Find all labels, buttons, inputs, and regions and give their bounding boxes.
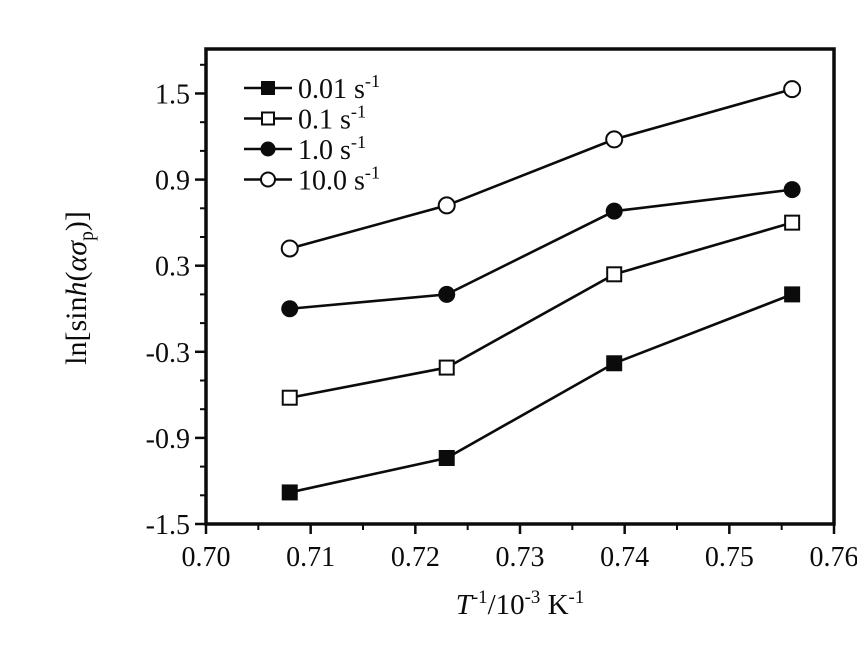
legend-label-1: 0.1 s-1 xyxy=(298,102,366,136)
data-point-marker xyxy=(606,131,622,147)
y-tick-label: -0.9 xyxy=(146,424,190,455)
y-tick-label: 1.5 xyxy=(155,79,190,110)
y-tick-label: -0.3 xyxy=(146,338,190,369)
data-point-marker xyxy=(261,81,275,95)
data-point-marker xyxy=(439,197,455,213)
x-tick-label: 0.73 xyxy=(496,542,545,573)
series-line-0 xyxy=(290,294,792,492)
x-tick-label: 0.75 xyxy=(705,542,754,573)
data-point-marker xyxy=(261,173,275,187)
x-tick-label: 0.72 xyxy=(391,542,440,573)
data-point-marker xyxy=(438,286,455,303)
data-point-marker xyxy=(282,484,298,500)
chart-canvas: 0.70 0.71 0.72 0.73 0.74 0.75 0.76 -1.5 -0.9 -0.3… xyxy=(40,16,857,659)
data-point-marker xyxy=(784,286,800,302)
data-point-marker xyxy=(262,113,274,125)
data-point-marker xyxy=(440,361,454,375)
data-point-marker xyxy=(606,355,622,371)
data-point-marker xyxy=(281,300,298,317)
legend-label-0: 0.01 s-1 xyxy=(298,71,380,105)
legend xyxy=(244,81,292,187)
legend-label-2: 1.0 s-1 xyxy=(298,132,366,166)
data-point-marker xyxy=(785,216,799,230)
data-point-marker xyxy=(439,450,455,466)
data-point-marker xyxy=(261,142,276,157)
x-tick-label: 0.76 xyxy=(810,542,857,573)
data-point-marker xyxy=(784,181,801,198)
data-point-marker xyxy=(283,391,297,405)
y-tick-label: 0.9 xyxy=(155,166,190,197)
legend-label-3: 10.0 s-1 xyxy=(298,163,380,197)
y-tick-label: 0.3 xyxy=(155,252,190,283)
x-tick-label: 0.70 xyxy=(182,542,231,573)
x-axis-label: T-1/10-3 K-1 xyxy=(456,587,585,621)
data-point-marker xyxy=(784,81,800,97)
y-axis-label: ln[sinh(ασp)] xyxy=(60,211,98,365)
data-point-marker xyxy=(282,240,298,256)
series-line-2 xyxy=(290,190,792,309)
data-point-marker xyxy=(607,267,621,281)
x-tick-label: 0.74 xyxy=(600,542,649,573)
flow-stress-arrhenius-chart: 0.70 0.71 0.72 0.73 0.74 0.75 0.76 -1.5 -0.9 -0.3… xyxy=(40,16,857,659)
y-tick-label: -1.5 xyxy=(146,510,190,541)
x-tick-label: 0.71 xyxy=(286,542,335,573)
data-point-marker xyxy=(606,203,623,220)
